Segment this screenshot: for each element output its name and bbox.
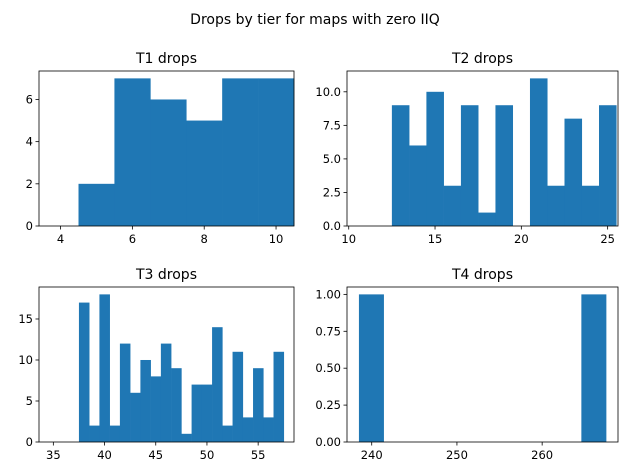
t2-ytick-label-0: 0.0 <box>323 219 341 233</box>
t4-bar-9 <box>581 294 607 442</box>
panel-t4-drops: T4 drops 240 250 260 0.00 0.25 0.50 0.75 1.00 <box>315 267 619 462</box>
t1-xtick-label-1: 6 <box>129 232 136 246</box>
t2-bar-0 <box>391 105 410 226</box>
t3-xtick-label-2: 45 <box>148 448 163 462</box>
t3-xtick-label-1: 40 <box>97 448 112 462</box>
t4-ytick-label-1: 0.25 <box>315 398 341 412</box>
t4-xtick-label-2: 260 <box>531 448 553 462</box>
t3-bar-1 <box>89 425 100 442</box>
t1-panel-title: T1 drops <box>135 51 197 67</box>
t2-xtick-label-0: 10 <box>341 232 356 246</box>
t2-bar-9 <box>547 185 565 226</box>
t4-ytick-label-4: 1.00 <box>315 287 341 301</box>
t2-bar-1 <box>409 145 427 226</box>
t2-bar-10 <box>564 118 583 226</box>
t2-bar-8 <box>529 78 548 226</box>
figure-title: Drops by tier for maps with zero IIQ <box>190 12 440 28</box>
t2-ytick-label-3: 7.5 <box>323 118 341 132</box>
t2-bar-5 <box>478 212 496 226</box>
t2-xtick-label-1: 15 <box>428 232 443 246</box>
t2-bar-3 <box>443 185 462 226</box>
t1-ytick-label-2: 4 <box>26 135 33 149</box>
t3-bar-7 <box>150 376 162 442</box>
t1-bar-0 <box>78 183 115 226</box>
t2-bar-11 <box>581 185 600 226</box>
t4-ytick-label-3: 0.75 <box>315 324 341 338</box>
panel-t1-drops: T1 drops 4 6 8 10 0 2 4 6 <box>26 51 295 246</box>
t1-axes-frame <box>38 70 295 227</box>
panel-t2-drops: T2 drops 10 15 20 25 0.0 2.5 5.0 7.5 10.0 <box>315 51 619 246</box>
t2-bar-6 <box>495 105 514 226</box>
t3-bar-6 <box>140 359 151 442</box>
t3-bar-2 <box>99 294 110 442</box>
t3-xtick-label-3: 50 <box>200 448 215 462</box>
t1-bar-2 <box>150 99 187 226</box>
t4-ytick-label-2: 0.50 <box>315 361 341 375</box>
t2-ytick-label-1: 2.5 <box>323 185 341 199</box>
t1-ytick-label-1: 2 <box>26 177 33 191</box>
t3-bar-17 <box>253 368 264 442</box>
t3-panel-title: T3 drops <box>135 267 197 283</box>
t3-bar-15 <box>232 351 244 442</box>
t3-bar-3 <box>109 425 121 442</box>
t3-bar-10 <box>181 433 192 442</box>
t2-bar-2 <box>426 91 444 226</box>
t1-bar-5 <box>258 78 295 226</box>
t3-bar-5 <box>130 392 141 442</box>
t4-axes-frame <box>346 286 619 443</box>
t2-xtick-label-2: 20 <box>514 232 529 246</box>
t2-axes-frame <box>346 70 619 227</box>
t1-xtick-label-0: 4 <box>57 232 64 246</box>
t3-bar-11 <box>191 384 203 442</box>
t4-ytick-label-0: 0.00 <box>315 435 341 449</box>
t3-ytick-label-3: 15 <box>18 312 33 326</box>
t4-panel-title: T4 drops <box>451 267 513 283</box>
t1-bar-1 <box>114 78 151 226</box>
t2-bar-4 <box>460 105 479 226</box>
t3-bar-0 <box>78 302 90 442</box>
t4-xtick-label-0: 240 <box>361 448 383 462</box>
t3-xtick-label-4: 55 <box>251 448 266 462</box>
t3-ytick-label-2: 10 <box>18 353 33 367</box>
t3-bar-14 <box>222 425 233 442</box>
t2-xtick-label-3: 25 <box>600 232 615 246</box>
t3-ytick-label-1: 5 <box>26 394 33 408</box>
t3-bar-18 <box>263 417 274 442</box>
t2-panel-title: T2 drops <box>451 51 513 67</box>
t4-bar-0 <box>358 294 384 442</box>
t3-xtick-label-0: 35 <box>46 448 61 462</box>
t1-ytick-label-3: 6 <box>26 92 33 106</box>
t3-bar-4 <box>119 343 131 442</box>
t3-bar-12 <box>201 384 213 442</box>
t3-axes-frame <box>38 286 295 443</box>
panel-t3-drops: T3 drops 35 40 45 50 55 0 5 10 15 <box>18 267 295 462</box>
t3-bar-13 <box>212 327 223 442</box>
t4-xtick-label-1: 250 <box>446 448 468 462</box>
t1-xtick-label-3: 10 <box>269 232 284 246</box>
t3-ytick-label-0: 0 <box>26 435 33 449</box>
t1-xtick-label-2: 8 <box>201 232 208 246</box>
t3-bar-16 <box>242 417 254 442</box>
t3-bar-19 <box>273 351 285 442</box>
t3-bar-8 <box>160 343 172 442</box>
t2-ytick-label-2: 5.0 <box>323 152 341 166</box>
t1-bar-4 <box>222 78 259 226</box>
t2-bar-12 <box>599 105 617 226</box>
t1-bar-3 <box>186 120 223 226</box>
t1-ytick-label-0: 0 <box>26 219 33 233</box>
t3-bar-9 <box>171 368 182 442</box>
t2-ytick-label-4: 10.0 <box>315 85 341 99</box>
